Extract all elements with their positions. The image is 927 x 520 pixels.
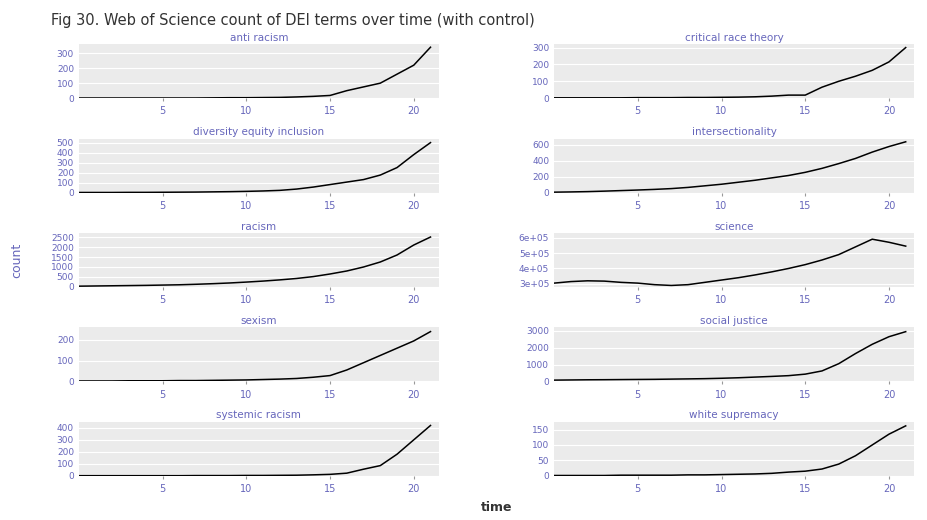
Text: count: count	[10, 242, 23, 278]
Title: racism: racism	[241, 222, 276, 231]
Title: social justice: social justice	[700, 316, 767, 326]
Title: systemic racism: systemic racism	[216, 410, 301, 420]
Title: critical race theory: critical race theory	[684, 33, 782, 43]
Text: Fig 30. Web of Science count of DEI terms over time (with control): Fig 30. Web of Science count of DEI term…	[51, 13, 534, 28]
Text: time: time	[480, 501, 512, 514]
Title: diversity equity inclusion: diversity equity inclusion	[193, 127, 324, 137]
Title: intersectionality: intersectionality	[691, 127, 776, 137]
Title: anti racism: anti racism	[229, 33, 287, 43]
Title: science: science	[714, 222, 753, 231]
Title: sexism: sexism	[240, 316, 277, 326]
Title: white supremacy: white supremacy	[689, 410, 778, 420]
